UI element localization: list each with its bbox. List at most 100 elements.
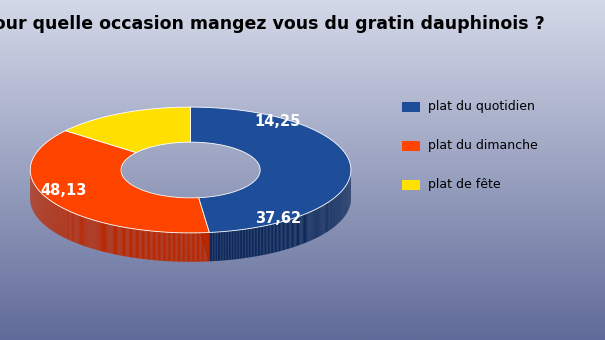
Polygon shape <box>314 210 315 239</box>
Polygon shape <box>286 220 287 250</box>
Polygon shape <box>144 230 145 259</box>
Polygon shape <box>209 197 210 223</box>
Polygon shape <box>315 209 316 239</box>
Polygon shape <box>132 228 133 258</box>
Polygon shape <box>98 221 99 251</box>
Polygon shape <box>265 225 266 255</box>
Polygon shape <box>330 200 331 230</box>
Polygon shape <box>221 232 222 261</box>
FancyBboxPatch shape <box>402 102 420 112</box>
Polygon shape <box>335 197 336 226</box>
Polygon shape <box>225 231 227 260</box>
Polygon shape <box>321 206 322 236</box>
Polygon shape <box>170 232 171 261</box>
Polygon shape <box>198 198 200 224</box>
Polygon shape <box>307 212 309 242</box>
Polygon shape <box>115 225 116 255</box>
Polygon shape <box>183 233 184 262</box>
Polygon shape <box>292 218 293 248</box>
Polygon shape <box>273 223 275 253</box>
Polygon shape <box>313 210 314 240</box>
Polygon shape <box>193 233 194 262</box>
Polygon shape <box>105 223 106 252</box>
Polygon shape <box>306 213 307 242</box>
Polygon shape <box>324 204 325 234</box>
Polygon shape <box>259 226 261 256</box>
Polygon shape <box>309 212 310 241</box>
Polygon shape <box>233 231 235 259</box>
Polygon shape <box>287 220 288 249</box>
Polygon shape <box>201 198 202 224</box>
Polygon shape <box>333 198 334 227</box>
Polygon shape <box>327 203 328 232</box>
Polygon shape <box>103 223 104 252</box>
Polygon shape <box>152 231 154 260</box>
Polygon shape <box>218 195 219 222</box>
Polygon shape <box>281 221 283 251</box>
Polygon shape <box>78 215 79 244</box>
Text: plat du dimanche: plat du dimanche <box>428 139 537 152</box>
Polygon shape <box>111 225 113 254</box>
Polygon shape <box>53 202 54 232</box>
Polygon shape <box>85 217 86 246</box>
Polygon shape <box>140 230 142 259</box>
Polygon shape <box>157 232 158 260</box>
Polygon shape <box>93 220 94 249</box>
Polygon shape <box>89 219 90 248</box>
Polygon shape <box>165 232 166 261</box>
Polygon shape <box>305 214 306 243</box>
Polygon shape <box>138 230 139 258</box>
Polygon shape <box>337 195 338 225</box>
Polygon shape <box>142 230 143 259</box>
Polygon shape <box>97 221 98 250</box>
Polygon shape <box>56 204 57 234</box>
Polygon shape <box>238 230 240 259</box>
Polygon shape <box>126 228 128 257</box>
Polygon shape <box>129 228 130 257</box>
Polygon shape <box>117 226 119 255</box>
Polygon shape <box>186 233 188 262</box>
Polygon shape <box>334 198 335 227</box>
Polygon shape <box>266 225 267 254</box>
Polygon shape <box>319 207 321 236</box>
Polygon shape <box>263 226 265 255</box>
FancyBboxPatch shape <box>402 180 420 190</box>
Polygon shape <box>59 206 60 236</box>
Polygon shape <box>77 215 78 244</box>
Polygon shape <box>261 226 262 255</box>
Polygon shape <box>179 233 180 262</box>
Polygon shape <box>211 197 212 223</box>
Polygon shape <box>232 231 233 260</box>
Polygon shape <box>58 205 59 235</box>
Polygon shape <box>87 218 88 247</box>
Polygon shape <box>86 218 87 247</box>
Polygon shape <box>200 198 201 224</box>
Polygon shape <box>280 222 281 251</box>
Polygon shape <box>108 224 110 253</box>
Polygon shape <box>301 215 302 244</box>
FancyBboxPatch shape <box>402 141 420 151</box>
Polygon shape <box>276 223 278 252</box>
Polygon shape <box>329 201 330 231</box>
Polygon shape <box>322 205 324 235</box>
Polygon shape <box>222 195 223 221</box>
Polygon shape <box>214 232 216 261</box>
Polygon shape <box>57 205 58 234</box>
Polygon shape <box>199 233 200 262</box>
Polygon shape <box>219 195 220 222</box>
Polygon shape <box>50 200 51 230</box>
Polygon shape <box>328 202 329 232</box>
Polygon shape <box>272 224 273 253</box>
Polygon shape <box>289 219 290 249</box>
Polygon shape <box>284 221 286 250</box>
Polygon shape <box>94 220 96 250</box>
Polygon shape <box>215 196 216 223</box>
Polygon shape <box>62 208 63 237</box>
Polygon shape <box>70 212 71 241</box>
Polygon shape <box>213 196 214 223</box>
Polygon shape <box>288 220 289 249</box>
Polygon shape <box>81 216 82 245</box>
Polygon shape <box>216 196 217 223</box>
Polygon shape <box>202 233 203 262</box>
Polygon shape <box>162 232 163 261</box>
